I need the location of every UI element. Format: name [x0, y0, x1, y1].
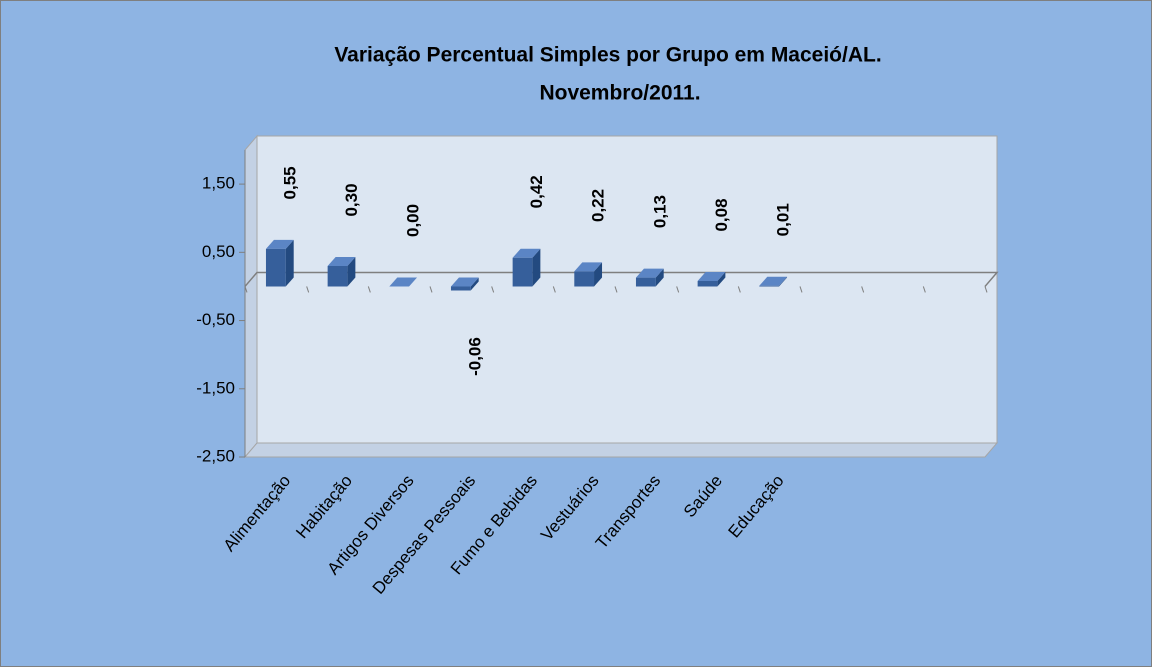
bar-top [389, 277, 418, 287]
bar-side [717, 271, 726, 287]
bar [389, 277, 418, 287]
value-label: 0,00 [404, 204, 423, 237]
bar-top [759, 276, 788, 286]
value-label: 0,30 [342, 183, 361, 216]
bar-front [450, 286, 471, 291]
bar [265, 239, 294, 287]
x-tick [367, 286, 371, 293]
chart-title: Variação Percentual Simples por Grupo em… [334, 44, 881, 67]
x-tick [676, 286, 680, 293]
back-wall [256, 135, 998, 444]
bar-side [655, 268, 664, 287]
bar-front [327, 265, 348, 287]
value-label: 0,42 [527, 175, 546, 208]
bar-front [759, 285, 780, 287]
value-label: 0,08 [712, 198, 731, 231]
floor [243, 442, 999, 458]
bar-front [635, 277, 656, 287]
y-tick-label: -2,50 [196, 446, 235, 465]
x-tick [737, 286, 741, 293]
x-tick [799, 286, 803, 293]
x-tick [861, 286, 865, 293]
y-tick-label: 0,50 [202, 242, 235, 261]
side-wall [244, 134, 258, 459]
bar-top [450, 277, 479, 287]
value-label: 0,22 [589, 189, 608, 222]
bar-top [697, 271, 726, 281]
bar [759, 276, 788, 287]
y-tick-label: -0,50 [196, 310, 235, 329]
bar-top [265, 239, 294, 249]
y-tick-label: -1,50 [196, 378, 235, 397]
bar-top [574, 262, 603, 272]
x-tick [491, 286, 495, 293]
bar-side [285, 239, 294, 287]
value-label: 0,55 [280, 166, 299, 199]
bar-side [532, 248, 541, 287]
x-tick [306, 286, 310, 293]
bar [512, 248, 541, 287]
zero-plane [244, 271, 999, 287]
bar-front [265, 248, 286, 287]
x-tick [984, 286, 988, 293]
bar-top [327, 256, 356, 266]
bar-side [594, 262, 603, 287]
chart-subtitle: Novembro/2011. [539, 82, 700, 105]
bar [697, 271, 726, 287]
bar-side [347, 256, 356, 287]
bar-front [697, 280, 718, 287]
bar-top [635, 268, 664, 278]
y-tick-label: 1,50 [202, 174, 235, 193]
bar-front [574, 271, 595, 287]
bar [327, 256, 356, 287]
x-tick [429, 286, 433, 293]
bar-top [512, 248, 541, 258]
x-tick [552, 286, 556, 293]
bar-side [779, 276, 788, 287]
bar-front [512, 257, 533, 287]
bar [635, 268, 664, 287]
x-tick [614, 286, 618, 293]
x-tick [244, 286, 248, 293]
value-label: -0,06 [465, 337, 484, 376]
x-tick [922, 286, 926, 293]
value-label: 0,01 [774, 203, 793, 236]
bar-side [470, 277, 479, 291]
value-label: 0,13 [650, 195, 669, 228]
bar [574, 262, 603, 287]
bar [450, 277, 479, 291]
